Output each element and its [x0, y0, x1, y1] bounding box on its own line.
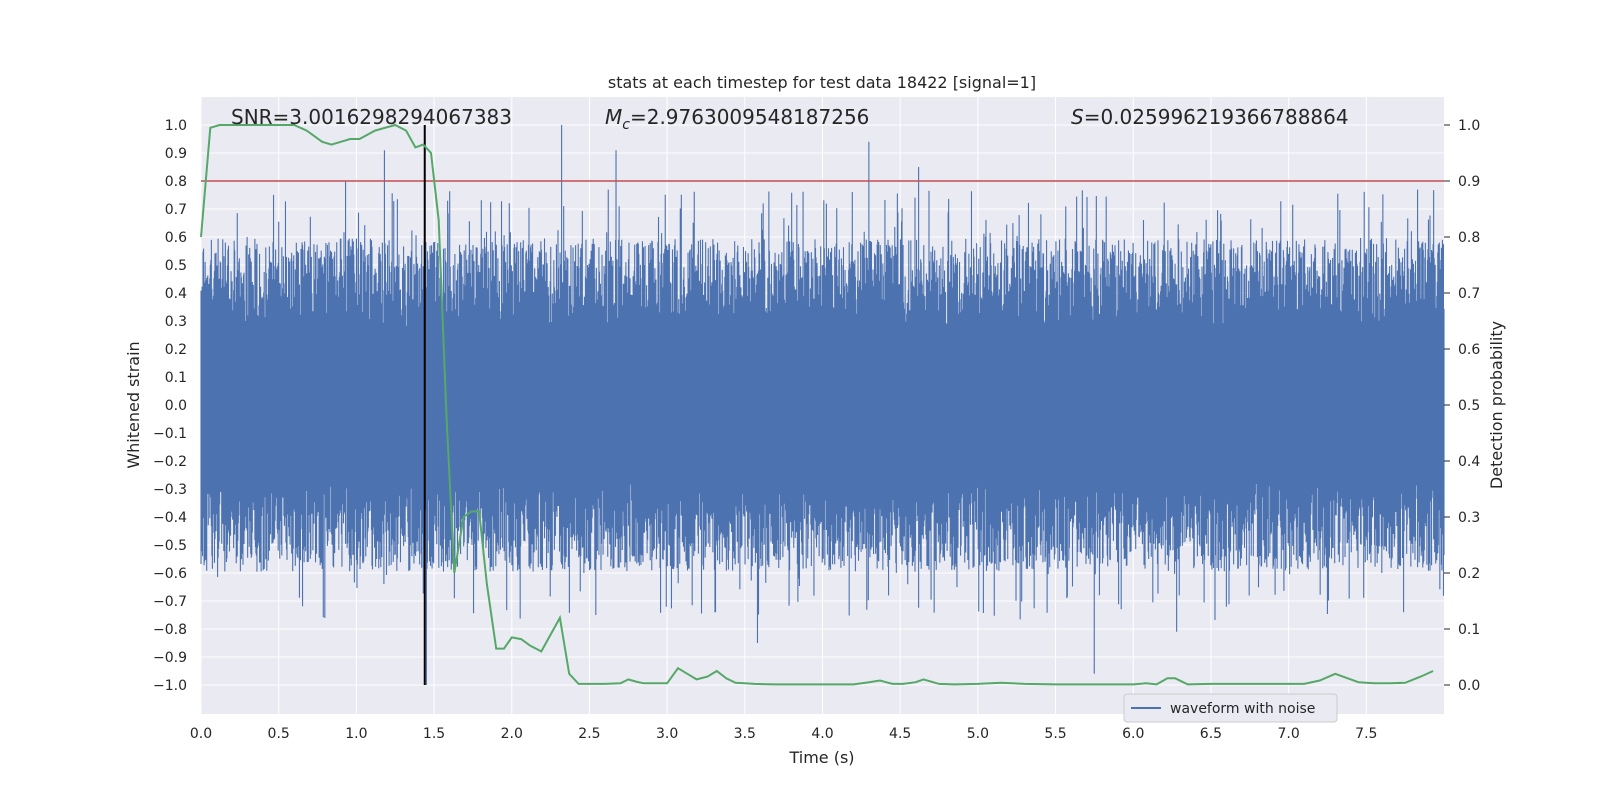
y-left-tick-label: −0.6 — [153, 566, 187, 582]
y-right-tick-label: 0.4 — [1458, 454, 1480, 470]
y-left-tick-label: −0.8 — [153, 622, 187, 638]
y-right-tick-label: 0.8 — [1458, 230, 1480, 246]
y-left-tick-label: 0.9 — [165, 146, 187, 162]
x-tick-label: 5.0 — [967, 726, 989, 742]
legend-label: waveform with noise — [1170, 701, 1315, 717]
s-annotation: S=0.025996219366788864 — [1071, 105, 1349, 129]
y-left-tick-label: 0.2 — [165, 342, 187, 358]
x-tick-label: 7.0 — [1277, 726, 1299, 742]
y-left-tick-labels: 1.0 0.9 0.8 0.7 0.6 0.5 0.4 0.3 0.2 0.1 0.0 −0.1 −0.… — [153, 118, 187, 694]
legend: waveform with noise — [1123, 693, 1338, 723]
x-tick-label: 7.5 — [1355, 726, 1377, 742]
x-tick-label: 4.0 — [811, 726, 833, 742]
y-right-tick-label: 0.2 — [1458, 566, 1480, 582]
y-left-tick-label: 0.8 — [165, 174, 187, 190]
y-left-tick-label: −0.5 — [153, 538, 187, 554]
y-left-tick-label: 0.3 — [165, 314, 187, 330]
chirp-mass-value: =2.9763009548187256 — [630, 105, 869, 129]
y-right-tick-label: 0.7 — [1458, 286, 1480, 302]
x-tick-label: 4.5 — [889, 726, 911, 742]
y-left-tick-label: −0.7 — [153, 594, 187, 610]
y-left-tick-label: −0.9 — [153, 650, 187, 666]
x-tick-label: 6.5 — [1200, 726, 1222, 742]
y-right-tick-label: 0.0 — [1458, 678, 1480, 694]
chirp-mass-symbol: M — [605, 105, 622, 129]
legend-box — [1123, 693, 1338, 723]
x-tick-label: 2.5 — [578, 726, 600, 742]
y-right-tick-label: 0.1 — [1458, 622, 1480, 638]
y-left-tick-label: 1.0 — [165, 118, 187, 134]
y-left-tick-label: 0.5 — [165, 258, 187, 274]
chirp-mass-subscript: c — [622, 117, 630, 133]
s-value: =0.025996219366788864 — [1084, 105, 1349, 129]
y-left-tick-label: −0.4 — [153, 510, 187, 526]
snr-annotation: SNR=3.0016298294067383 — [231, 105, 512, 129]
y-left-tick-label: 0.7 — [165, 202, 187, 218]
y-right-tick-label: 0.9 — [1458, 174, 1480, 190]
x-tick-label: 0.5 — [268, 726, 290, 742]
y-left-axis-label: Whitened strain — [124, 341, 143, 468]
x-tick-label: 3.5 — [734, 726, 756, 742]
y-right-axis-label: Detection probability — [1487, 321, 1506, 489]
y-right-tick-label: 1.0 — [1458, 118, 1480, 134]
chirp-mass-annotation: Mc=2.9763009548187256 — [605, 105, 869, 133]
y-right-tick-labels: 1.0 0.9 0.8 0.7 0.6 0.5 0.4 0.3 0.2 0.1 0.0 — [1444, 118, 1480, 694]
y-left-tick-label: −1.0 — [153, 678, 187, 694]
waveform-trace — [200, 125, 1445, 685]
x-tick-label: 3.0 — [656, 726, 678, 742]
x-tick-label: 6.0 — [1122, 726, 1144, 742]
waveform-series — [200, 125, 1445, 685]
s-symbol: S — [1071, 105, 1084, 129]
y-left-tick-label: 0.4 — [165, 286, 187, 302]
x-tick-label: 1.5 — [423, 726, 445, 742]
y-right-tick-label: 0.5 — [1458, 398, 1480, 414]
detection-probability-line — [200, 123, 1434, 686]
y-left-tick-label: 0.0 — [165, 398, 187, 414]
y-right-tick-label: 0.6 — [1458, 342, 1480, 358]
y-left-tick-label: −0.3 — [153, 482, 187, 498]
y-left-tick-label: −0.2 — [153, 454, 187, 470]
x-tick-label: 1.0 — [345, 726, 367, 742]
x-tick-labels: 0.0 0.5 1.0 1.5 2.0 2.5 3.0 3.5 4.0 4.5 5.0 5.5 6.0 6… — [190, 726, 1378, 742]
x-tick-label: 2.0 — [501, 726, 523, 742]
x-tick-label: 5.5 — [1044, 726, 1066, 742]
chart-title: stats at each timestep for test data 184… — [608, 73, 1036, 92]
x-tick-label: 0.0 — [190, 726, 212, 742]
x-axis-label: Time (s) — [788, 748, 854, 767]
y-left-tick-label: 0.1 — [165, 370, 187, 386]
y-right-tick-label: 0.3 — [1458, 510, 1480, 526]
y-left-tick-label: −0.1 — [153, 426, 187, 442]
y-left-tick-label: 0.6 — [165, 230, 187, 246]
